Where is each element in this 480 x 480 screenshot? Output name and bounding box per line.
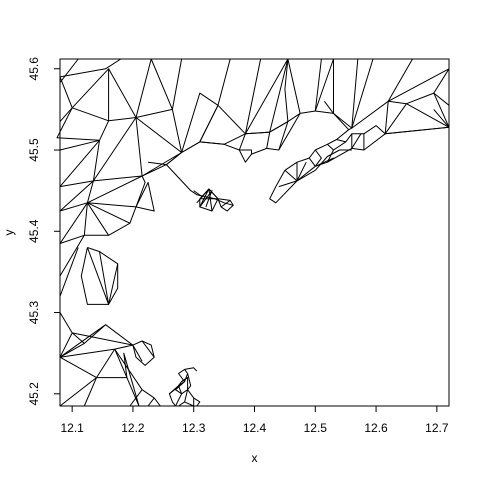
mesh-line-40 (166, 110, 353, 165)
mesh-line-38 (147, 397, 155, 407)
mesh-line-63 (351, 133, 362, 149)
mesh-line-77 (175, 377, 189, 395)
y-tick-label-4: 45.6 (27, 57, 41, 81)
mesh-line-22 (80, 247, 119, 305)
mesh-line-16 (59, 180, 94, 212)
mesh-line-5 (108, 68, 137, 122)
mesh-line-74 (314, 149, 352, 171)
y-tick-label-0: 45.2 (27, 382, 41, 406)
mesh-line-37 (141, 389, 161, 407)
x-tick-label-5: 12.6 (364, 421, 388, 435)
mesh-line-18 (87, 182, 155, 224)
x-tick-label-1: 12.2 (121, 421, 145, 435)
mesh-line-61 (363, 125, 386, 151)
mesh-line-84 (187, 373, 192, 391)
mesh-line-35 (141, 340, 155, 358)
mesh-line-7 (135, 108, 183, 153)
mesh-line-19 (59, 202, 131, 244)
mesh-line-79 (169, 381, 186, 395)
mesh-line-59 (384, 100, 407, 135)
mesh-line-2 (59, 76, 73, 122)
mesh-line-3 (71, 68, 110, 122)
mesh-line-31 (123, 352, 140, 407)
mesh-line-8 (181, 58, 231, 153)
mesh-line-52 (269, 121, 289, 133)
mesh-line-1 (59, 58, 122, 78)
mesh-line-6 (135, 58, 183, 118)
chart-marks (56, 58, 450, 407)
mesh-line-80 (184, 389, 195, 407)
x-tick-label-6: 12.7 (425, 421, 449, 435)
mesh-line-85 (178, 368, 185, 382)
mesh-line-75 (296, 161, 307, 182)
mesh-line-26 (59, 324, 107, 358)
y-tick-label-1: 45.3 (27, 301, 41, 325)
mesh-line-57 (387, 68, 450, 106)
mesh-line-50 (251, 147, 267, 155)
mesh-line-11 (199, 105, 246, 145)
mesh-line-45 (196, 188, 213, 208)
mesh-line-83 (181, 377, 188, 383)
y-axis: 45.2 45.3 45.4 45.5 45.6 (27, 57, 61, 406)
mesh-line-82 (178, 401, 185, 407)
mesh-line-24 (86, 247, 110, 305)
y-axis-label: y (2, 230, 16, 236)
y-tick-label-3: 45.5 (27, 138, 41, 162)
x-tick-label-2: 12.3 (182, 421, 206, 435)
mesh-line-54 (333, 58, 373, 129)
mesh-line-56 (351, 58, 374, 129)
mesh-line-64 (336, 129, 353, 143)
mesh-line-32 (83, 377, 97, 407)
mesh-line-23 (99, 251, 119, 305)
mesh-line-81 (193, 397, 201, 407)
mesh-line-0 (59, 58, 449, 83)
mesh-line-76 (175, 367, 198, 407)
mesh-line-48 (238, 149, 252, 163)
mesh-line-62 (351, 133, 364, 151)
mesh-line-73 (327, 147, 353, 163)
mesh-line-30 (59, 348, 128, 379)
mesh-line-21 (59, 247, 79, 297)
mesh-line-39 (148, 161, 167, 166)
mesh-line-17 (87, 175, 146, 208)
mesh-line-4 (56, 107, 110, 141)
y-tick-label-2: 45.4 (27, 219, 41, 243)
x-axis-label: x (252, 451, 258, 465)
x-tick-label-3: 12.4 (243, 421, 267, 435)
x-axis: 12.1 12.2 12.3 12.4 12.5 12.6 12.7 (60, 405, 449, 435)
x-tick-label-0: 12.1 (60, 421, 84, 435)
mesh-line-9 (181, 105, 219, 153)
mesh-line-66 (385, 126, 450, 135)
mesh-line-34 (132, 344, 143, 362)
mesh-line-20 (59, 234, 109, 277)
mesh-line-47 (220, 199, 231, 208)
mesh-line-65 (326, 139, 346, 151)
mesh-line-53 (314, 58, 334, 114)
mesh-line-51 (278, 113, 301, 151)
mesh-line-49 (266, 58, 301, 151)
mesh-line-42 (193, 190, 204, 198)
mesh-line-58 (406, 92, 450, 128)
mesh-line-10 (217, 58, 289, 135)
mesh-line-71 (314, 149, 322, 167)
mesh-line-14 (92, 117, 143, 182)
mesh-line-68 (269, 157, 316, 204)
x-tick-label-4: 12.5 (304, 421, 328, 435)
mesh-line-46 (217, 198, 234, 212)
